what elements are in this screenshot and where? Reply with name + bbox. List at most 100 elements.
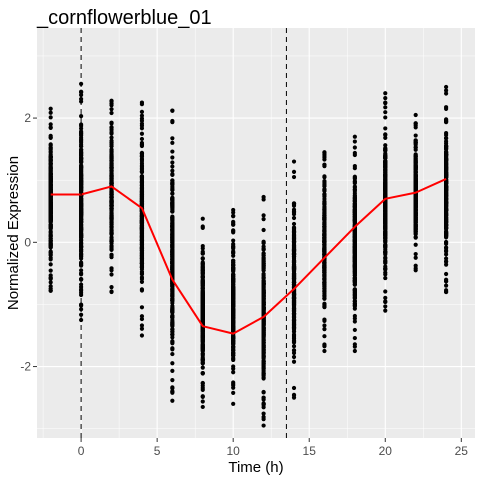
data-point — [139, 265, 145, 270]
data-point — [200, 299, 205, 304]
data-point — [48, 257, 53, 262]
data-point — [322, 201, 327, 206]
data-point — [139, 316, 145, 322]
data-point — [200, 270, 205, 275]
y-axis-ticks: -2 0 2 — [20, 111, 37, 374]
data-point — [231, 318, 236, 323]
data-point — [352, 150, 357, 156]
data-point — [200, 243, 205, 249]
data-point — [444, 271, 449, 277]
data-point — [231, 344, 236, 349]
data-point — [322, 175, 327, 180]
data-point — [139, 151, 145, 156]
data-point — [261, 411, 266, 416]
data-point — [352, 295, 357, 300]
data-point — [109, 247, 114, 253]
data-point — [139, 121, 145, 126]
data-point — [444, 240, 449, 245]
data-point — [261, 311, 266, 316]
data-point — [48, 176, 53, 181]
data-point — [48, 115, 53, 120]
data-point — [291, 333, 297, 338]
data-point — [200, 283, 205, 288]
data-point — [291, 395, 297, 400]
data-point — [444, 262, 449, 267]
data-point — [109, 107, 114, 112]
data-point — [170, 292, 175, 297]
data-point — [79, 114, 84, 119]
data-point — [200, 330, 205, 335]
data-point — [444, 181, 449, 186]
data-point — [444, 197, 449, 202]
data-point — [444, 283, 449, 288]
data-point — [352, 335, 357, 341]
data-point — [383, 200, 388, 205]
data-point — [79, 247, 84, 252]
data-point — [79, 232, 84, 237]
data-point — [200, 263, 205, 268]
data-point — [200, 404, 205, 410]
data-point — [383, 190, 388, 195]
data-point — [170, 209, 175, 214]
data-point — [413, 242, 418, 247]
data-point — [231, 308, 236, 314]
data-point — [291, 169, 297, 174]
data-point — [200, 371, 205, 376]
data-point — [383, 266, 388, 271]
data-point — [109, 140, 114, 145]
data-point — [444, 158, 449, 164]
data-point — [322, 280, 327, 285]
data-point — [413, 123, 418, 128]
data-point — [261, 255, 266, 260]
data-point — [48, 143, 53, 148]
data-point — [291, 272, 297, 277]
data-point — [261, 397, 266, 402]
data-point — [383, 299, 388, 305]
data-point — [352, 139, 357, 144]
data-point — [170, 242, 175, 247]
data-point — [444, 223, 449, 229]
data-point — [48, 154, 53, 159]
data-point — [48, 262, 53, 267]
data-point — [413, 217, 418, 222]
data-point — [261, 268, 266, 273]
data-point — [231, 253, 236, 258]
data-point — [170, 108, 175, 113]
data-point — [291, 319, 297, 324]
point-column — [261, 194, 266, 428]
data-point — [352, 185, 357, 190]
data-point — [291, 248, 297, 253]
data-point — [139, 177, 145, 183]
data-point — [170, 253, 175, 258]
data-point — [231, 347, 236, 352]
data-point — [352, 255, 357, 260]
data-point — [322, 317, 327, 322]
data-point — [200, 313, 205, 318]
data-point — [170, 191, 175, 196]
data-point — [444, 130, 449, 136]
data-point — [383, 110, 388, 115]
data-point — [444, 289, 449, 295]
data-point — [413, 177, 418, 182]
data-point — [231, 213, 236, 218]
data-point — [413, 235, 418, 240]
data-point — [291, 215, 297, 221]
data-point — [322, 348, 327, 354]
data-point — [291, 339, 297, 345]
data-point — [170, 215, 175, 221]
data-point — [231, 267, 236, 272]
data-point — [291, 311, 297, 316]
data-point — [291, 243, 297, 248]
data-point — [48, 172, 53, 177]
data-point — [383, 126, 388, 131]
data-point — [109, 174, 114, 179]
data-point — [200, 280, 205, 285]
data-point — [139, 118, 145, 123]
data-point — [413, 133, 418, 138]
data-point — [79, 184, 84, 190]
data-point — [231, 294, 236, 299]
data-point — [444, 193, 449, 199]
data-point — [413, 164, 418, 169]
data-point — [79, 219, 84, 225]
data-point — [139, 113, 145, 118]
